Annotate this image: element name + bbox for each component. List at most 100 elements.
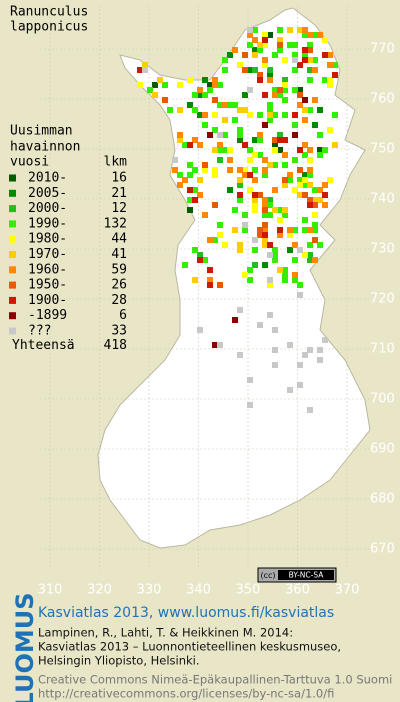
occurrence-square — [152, 92, 158, 98]
legend-count: 33 — [111, 324, 127, 339]
occurrence-square — [282, 272, 288, 278]
occurrence-square — [222, 67, 228, 73]
occurrence-square — [252, 47, 258, 53]
occurrence-square — [297, 182, 303, 188]
occurrence-square — [277, 137, 283, 143]
occurrence-square — [247, 277, 253, 283]
occurrence-square — [277, 92, 283, 98]
y-tick-label: 710 — [370, 342, 395, 357]
occurrence-square — [302, 252, 308, 258]
occurrence-square — [307, 147, 313, 153]
occurrence-square — [277, 47, 283, 53]
occurrence-square — [302, 57, 308, 63]
occurrence-square — [307, 32, 313, 38]
occurrence-square — [302, 27, 308, 33]
occurrence-square — [302, 52, 308, 58]
occurrence-square — [212, 342, 218, 348]
occurrence-square — [262, 37, 268, 43]
legend-total-label: Yhteensä — [12, 338, 75, 353]
occurrence-square — [177, 182, 183, 188]
occurrence-square — [272, 207, 278, 213]
y-tick-label: 690 — [370, 442, 395, 457]
occurrence-square — [307, 197, 313, 203]
occurrences — [137, 27, 338, 413]
occurrence-square — [317, 152, 323, 158]
occurrence-square — [242, 222, 248, 228]
citation: Helsingin Yliopisto, Helsinki. — [38, 654, 200, 668]
occurrence-square — [227, 102, 233, 108]
occurrence-square — [192, 197, 198, 203]
occurrence-square — [277, 207, 283, 213]
occurrence-square — [267, 107, 273, 113]
occurrence-square — [187, 162, 193, 168]
occurrence-square — [252, 152, 258, 158]
occurrence-square — [252, 202, 258, 208]
occurrence-square — [277, 217, 283, 223]
occurrence-square — [332, 72, 338, 78]
occurrence-square — [232, 47, 238, 53]
occurrence-square — [217, 342, 223, 348]
occurrence-square — [282, 162, 288, 168]
occurrence-square — [272, 92, 278, 98]
occurrence-square — [257, 42, 263, 48]
occurrence-square — [282, 177, 288, 183]
occurrence-square — [332, 112, 338, 118]
occurrence-square — [197, 177, 203, 183]
occurrence-square — [317, 147, 323, 153]
occurrence-square — [287, 42, 293, 48]
occurrence-square — [177, 107, 183, 113]
occurrence-square — [282, 57, 288, 63]
occurrence-square — [297, 27, 303, 33]
occurrence-square — [197, 192, 203, 198]
occurrence-square — [292, 112, 298, 118]
occurrence-square — [262, 202, 268, 208]
legend-count: 6 — [119, 308, 127, 323]
title: lapponicus — [10, 20, 88, 35]
occurrence-square — [202, 77, 208, 83]
occurrence-square — [272, 52, 278, 58]
occurrence-square — [262, 237, 268, 243]
occurrence-square — [312, 237, 318, 243]
occurrence-square — [322, 52, 328, 58]
occurrence-square — [202, 122, 208, 128]
occurrence-square — [252, 67, 258, 73]
occurrence-square — [302, 117, 308, 123]
occurrence-square — [307, 42, 313, 48]
occurrence-square — [152, 82, 158, 88]
occurrence-square — [277, 267, 283, 273]
occurrence-square — [262, 167, 268, 173]
occurrence-square — [312, 32, 318, 38]
occurrence-square — [302, 352, 308, 358]
occurrence-square — [327, 52, 333, 58]
occurrence-square — [247, 42, 253, 48]
occurrence-square — [272, 162, 278, 168]
occurrence-square — [267, 32, 273, 38]
occurrence-square — [242, 142, 248, 148]
occurrence-square — [302, 97, 308, 103]
occurrence-square — [242, 167, 248, 173]
occurrence-square — [307, 347, 313, 353]
badge-cc: (cc) — [260, 571, 275, 580]
occurrence-square — [297, 247, 303, 253]
occurrence-square — [202, 112, 208, 118]
occurrence-square — [202, 212, 208, 218]
x-tick-label: 340 — [186, 583, 211, 598]
y-tick-label: 750 — [370, 142, 395, 157]
occurrence-square — [272, 347, 278, 353]
occurrence-square — [262, 172, 268, 178]
occurrence-square — [232, 227, 238, 233]
occurrence-square — [217, 282, 223, 288]
occurrence-square — [297, 92, 303, 98]
y-tick-label: 760 — [370, 92, 395, 107]
occurrence-square — [217, 222, 223, 228]
title: Ranunculus — [10, 5, 88, 20]
legend-swatch — [9, 296, 16, 304]
legend-swatch — [9, 327, 16, 335]
occurrence-square — [287, 177, 293, 183]
occurrence-square — [322, 147, 328, 153]
occurrence-square — [137, 82, 143, 88]
occurrence-square — [287, 227, 293, 233]
occurrence-square — [297, 177, 303, 183]
occurrence-square — [187, 142, 193, 148]
occurrence-square — [262, 242, 268, 248]
